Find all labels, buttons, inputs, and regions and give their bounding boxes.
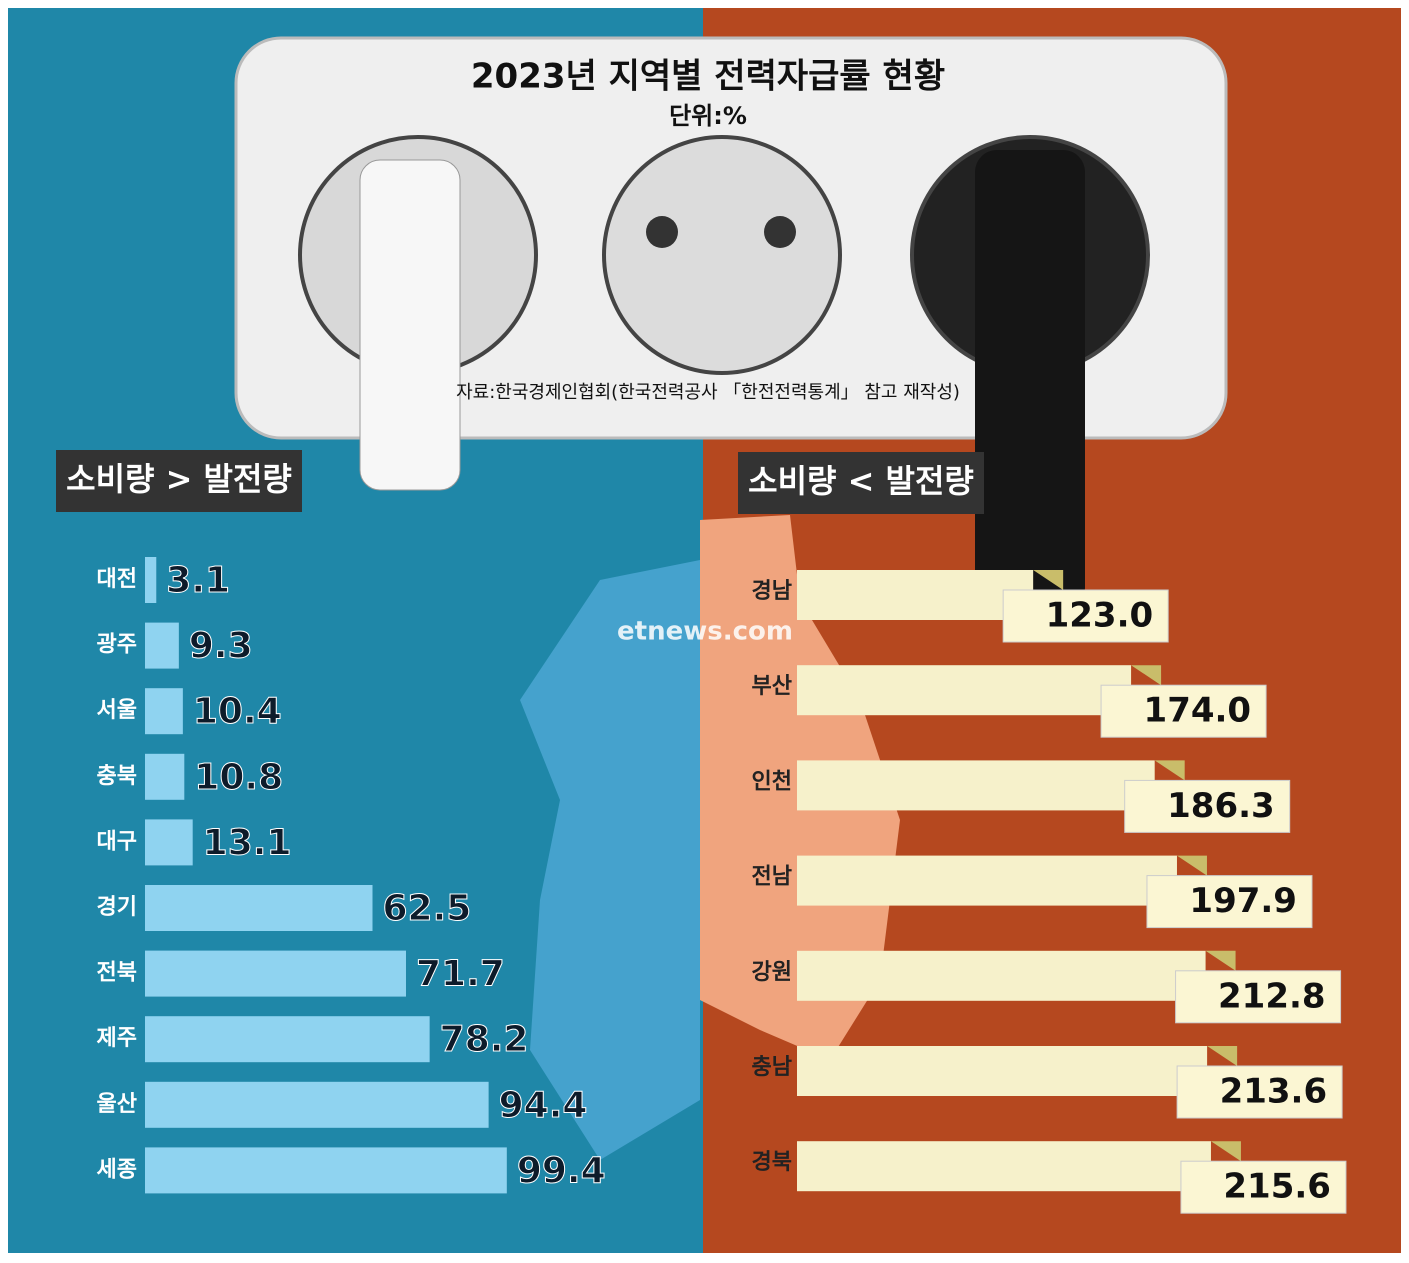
panel-label: 소비량 < 발전량: [748, 462, 974, 500]
category-label: 제주: [97, 1026, 137, 1051]
bar: [145, 1147, 507, 1194]
value-box: [1180, 1160, 1347, 1214]
socket-hole: [646, 216, 678, 248]
category-label: 전북: [97, 961, 137, 986]
value-label: 71.7: [416, 954, 505, 995]
value-label: 10.8: [194, 757, 283, 798]
bar: [145, 688, 183, 735]
bar: [145, 885, 373, 931]
category-label: 울산: [97, 1092, 137, 1117]
category-label: 충남: [752, 1055, 792, 1080]
bar-fold: [1205, 950, 1236, 971]
value-label: 174.0: [1144, 691, 1252, 731]
value-label: 197.9: [1189, 881, 1297, 921]
value-label: 213.6: [1220, 1072, 1328, 1112]
category-label: 광주: [97, 633, 137, 658]
subtitle: 단위:%: [669, 102, 747, 130]
category-label: 세종: [97, 1157, 137, 1182]
bar: [145, 557, 157, 603]
bar: [797, 665, 1132, 716]
value-box: [1100, 684, 1267, 738]
value-box: [1124, 779, 1291, 833]
value-label: 215.6: [1223, 1167, 1331, 1207]
bar: [797, 1141, 1211, 1192]
value-label: 94.4: [499, 1085, 588, 1126]
value-label: 13.1: [203, 822, 292, 863]
value-label: 212.8: [1218, 976, 1326, 1016]
value-label: 78.2: [440, 1019, 529, 1060]
panel-label: 소비량 > 발전량: [66, 460, 292, 498]
bar: [145, 819, 193, 866]
value-label: 9.3: [189, 626, 253, 667]
bar: [797, 570, 1034, 620]
category-label: 대구: [97, 829, 137, 854]
bar: [797, 1046, 1208, 1096]
value-label: 62.5: [383, 888, 472, 929]
category-label: 대전: [97, 567, 137, 592]
value-box: [1175, 970, 1342, 1024]
bar-fold: [1154, 760, 1185, 781]
watermark: etnews.com: [617, 617, 793, 647]
bar-fold: [1210, 1141, 1241, 1162]
bar: [797, 760, 1155, 811]
value-label: 10.4: [193, 691, 282, 732]
value-box: [1146, 875, 1313, 929]
category-label: 부산: [752, 674, 792, 699]
bar-fold: [1176, 855, 1207, 876]
bar: [145, 753, 185, 800]
value-box: [1176, 1065, 1343, 1119]
source: 자료:한국경제인협회(한국전력공사 「한전전력통계」 참고 재작성): [456, 382, 960, 403]
bar: [797, 950, 1206, 1001]
value-label: 99.4: [517, 1150, 606, 1191]
bar-fold: [1033, 570, 1064, 590]
value-label: 186.3: [1167, 786, 1275, 826]
value-label: 123.0: [1046, 596, 1154, 636]
socket: [602, 135, 842, 375]
panel-label-box: [56, 450, 302, 512]
panel-label-box: [738, 452, 984, 514]
white-plug: [359, 159, 461, 491]
category-label: 경북: [752, 1150, 792, 1175]
bar: [145, 1016, 430, 1063]
black-plug: [975, 150, 1085, 610]
value-label: 3.1: [166, 560, 230, 601]
title: 2023년 지역별 전력자급률 현황: [471, 57, 945, 97]
category-label: 인천: [752, 769, 792, 794]
category-label: 강원: [752, 960, 792, 985]
bar: [797, 855, 1177, 906]
category-label: 서울: [97, 698, 137, 723]
category-label: 경남: [752, 579, 792, 604]
category-label: 전남: [752, 865, 792, 890]
bar-fold: [1207, 1046, 1238, 1066]
bar: [145, 622, 179, 669]
category-label: 충북: [97, 764, 137, 789]
category-label: 경기: [97, 895, 137, 920]
bar-fold: [1131, 665, 1162, 686]
map-west: [520, 560, 700, 1160]
bar: [145, 1081, 489, 1128]
socket-hole: [764, 216, 796, 248]
bar: [145, 950, 406, 997]
value-box: [1002, 589, 1169, 643]
